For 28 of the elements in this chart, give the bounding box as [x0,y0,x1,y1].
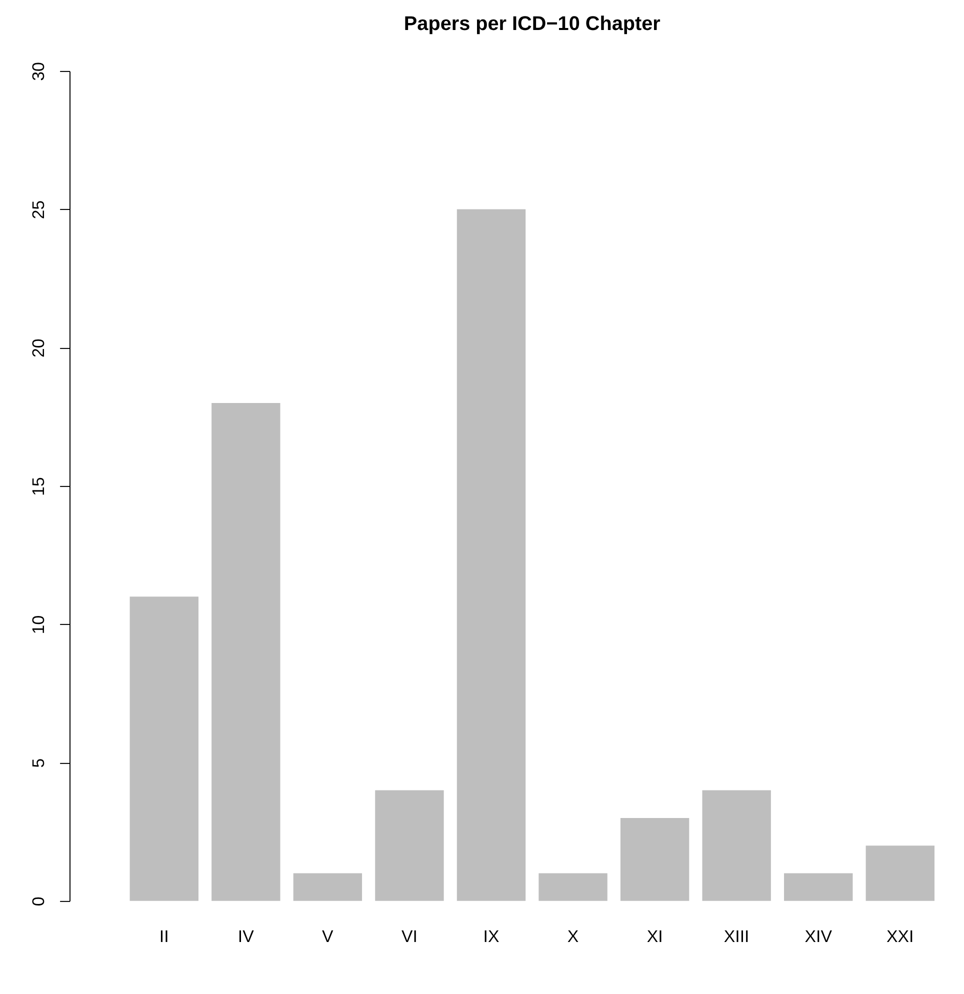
bar [212,402,280,901]
bar [620,818,690,901]
bar [456,209,526,901]
y-tick-label: 20 [29,338,48,358]
x-tick-label: XXI [886,927,914,946]
bar [866,846,934,901]
y-tick-label: 25 [29,200,48,220]
bar [784,873,853,901]
bar [293,873,362,901]
chart-title: Papers per ICD−10 Chapter [404,12,661,35]
x-tick-label: XIII [724,927,750,946]
bar [130,596,198,901]
bar [375,790,444,901]
y-tick-label: 30 [29,62,48,81]
x-tick-label: XIV [804,927,833,946]
y-tick-label: 0 [29,896,48,906]
x-tick-label: XI [646,927,663,946]
bar [538,873,608,901]
x-tick-label: IV [238,927,255,946]
x-tick-label: V [322,927,334,946]
y-tick-label: 5 [29,758,48,768]
x-tick-label: X [567,927,579,946]
x-tick-label: IX [483,927,500,946]
y-tick-label: 15 [29,477,48,496]
y-tick-label: 10 [29,615,48,634]
x-tick-label: VI [401,927,418,946]
bar [702,790,771,901]
x-tick-label: II [159,927,169,946]
